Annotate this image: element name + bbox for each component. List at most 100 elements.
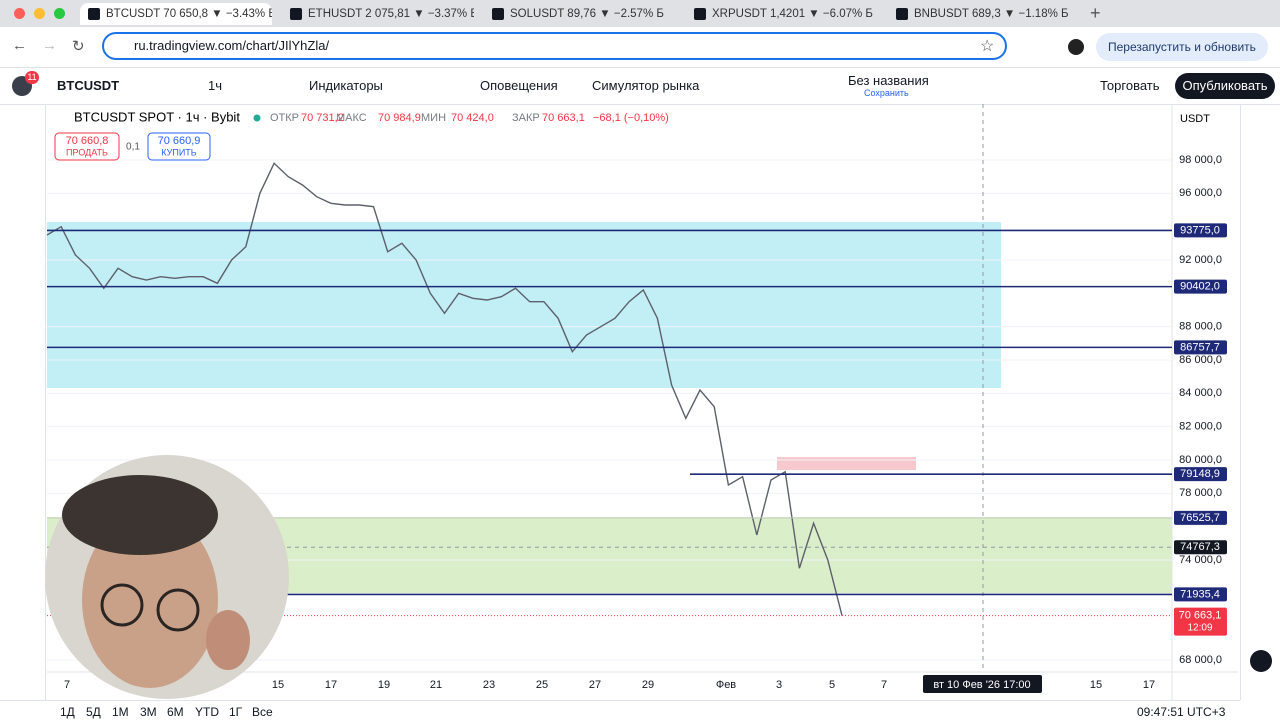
glasses [156,588,200,632]
y-tick-label: 88 000,0 [1179,321,1222,333]
level-tag [1174,340,1227,355]
layout-status: Сохранить [864,88,909,98]
x-tick-label: Фев [716,679,736,691]
y-tick-label: 86 000,0 [1179,354,1222,366]
sell-price: 70 660,8 [66,135,109,147]
chart-toolbar: 11 BTCUSDT 1ч Индикаторы Оповещения Симу… [0,68,1280,105]
range[interactable]: 1Д [60,705,75,719]
x-tick-label: 19 [378,679,390,691]
ohlc-value: 70 731,2 [301,112,344,124]
back[interactable]: ← [12,37,27,54]
new-tab[interactable]: + [1090,3,1101,23]
tab[interactable]: ETHUSDT 2 075,81 ▼ −3.37% Б [282,3,474,25]
replay[interactable]: Симулятор рынка [592,78,700,93]
level-label: 71935,4 [1180,588,1220,600]
maximize-window[interactable] [54,8,65,19]
range[interactable]: 1М [112,705,129,719]
buy-button[interactable] [147,132,211,161]
range[interactable]: 6М [167,705,184,719]
address-bar: ← → ↻ ru.tradingview.com/chart/JIlYhZla/… [0,27,1280,68]
forward[interactable]: → [42,37,57,54]
x-tick-label: 3 [776,679,782,691]
publish-button[interactable]: Опубликовать [1175,73,1275,99]
x-tick-label: 27 [589,679,601,691]
tab[interactable]: SOLUSDT 89,76 ▼ −2.57% Б [484,3,676,25]
sell-label: ПРОДАТЬ [66,147,108,157]
y-tick-label: 96 000,0 [1179,187,1222,199]
ohlc-label: ОТКР [270,112,299,124]
range[interactable]: 3М [140,705,157,719]
reload[interactable]: ↻ [72,38,85,55]
x-tick-label: 25 [536,679,548,691]
range[interactable]: Все [252,705,273,719]
apps-button[interactable] [1250,650,1272,672]
bookmark[interactable]: ☆ [980,38,995,55]
status-dot [253,114,261,122]
crosshair-time-tag [923,675,1042,693]
level-label: 93775,0 [1180,224,1220,236]
ohlc-label: ЗАКР [512,112,540,124]
level-tag [1174,510,1227,525]
webcam [45,455,289,699]
x-tick-label: 7 [881,679,887,691]
interval[interactable]: 1ч [208,78,223,93]
crosshair-time: вт 10 Фев '26 17:00 [933,679,1030,691]
range[interactable]: 1Г [229,705,243,719]
x-tick-label: 29 [642,679,654,691]
tab[interactable]: BNBUSDT 689,3 ▼ −1.18% Б [888,3,1080,25]
y-tick-label: 84 000,0 [1179,387,1222,399]
buy-price: 70 660,9 [158,135,201,147]
ohlc-change: −68,1 (−0,10%) [593,112,669,124]
crosshair-tag [1174,540,1227,555]
countdown: 12:09 [1187,622,1212,633]
x-tick-label: 23 [483,679,495,691]
bottom-bar: 1Д 5Д 1М 3М 6М YTD 1Г Все 09:47:51 UTC+3 [0,700,1240,721]
x-tick-label: 17 [1143,679,1155,691]
layout-name[interactable]: Без названия [848,73,929,88]
last-price-label: 70 663,1 [1179,610,1222,622]
ohlc-value: 70 424,0 [451,112,494,124]
trade[interactable]: Торговать [1100,78,1160,93]
alerts[interactable]: Оповещения [480,78,558,93]
badge: 11 [25,71,39,84]
sell-button[interactable] [54,132,120,161]
level-label: 90402,0 [1180,281,1220,293]
y-tick-label: 68 000,0 [1179,654,1222,666]
tab-bar: BTCUSDT 70 650,8 ▼ −3.43% Б ETHUSDT 2 07… [0,0,1280,27]
x-tick-label: 7 [64,679,70,691]
y-tick-label: 98 000,0 [1179,154,1222,166]
level-label: 76525,7 [1180,512,1220,524]
currency[interactable]: USDT [1180,113,1210,125]
hand [206,610,250,670]
x-tick-label: 21 [430,679,442,691]
price-line [46,162,843,616]
indicators[interactable]: Индикаторы [309,78,383,93]
tab[interactable]: XRPUSDT 1,4201 ▼ −6.07% Б [686,3,878,25]
level-tag [1174,223,1227,238]
crosshair-label: 74767,3 [1180,541,1220,553]
symbol[interactable]: BTCUSDT [57,78,120,93]
relaunch-button[interactable]: Перезапустить и обновить [1096,33,1268,61]
tab[interactable]: BTCUSDT 70 650,8 ▼ −3.43% Б [80,3,272,25]
clock: 09:47:51 UTC+3 [1137,705,1226,719]
range[interactable]: 5Д [86,705,101,719]
y-tick-label: 82 000,0 [1179,421,1222,433]
minimize-window[interactable] [34,8,45,19]
chart-title: BTCUSDT SPOT · 1ч · Bybit [74,109,240,124]
level-label: 86757,7 [1180,341,1220,353]
zone [777,457,916,470]
spread: 0,1 [126,142,140,153]
range[interactable]: YTD [195,705,219,719]
profile[interactable] [1068,39,1084,55]
buy-label: КУПИТЬ [161,147,196,157]
url-field[interactable]: ru.tradingview.com/chart/JIlYhZla/ [102,32,1007,60]
last-price-tag [1174,607,1227,636]
drawing-toolbar [0,104,46,700]
close-window[interactable] [14,8,25,19]
x-tick-label: 17 [325,679,337,691]
widget-bar [1240,104,1280,700]
level-tag [1174,279,1227,294]
glasses [100,583,144,627]
zone [47,222,1001,388]
